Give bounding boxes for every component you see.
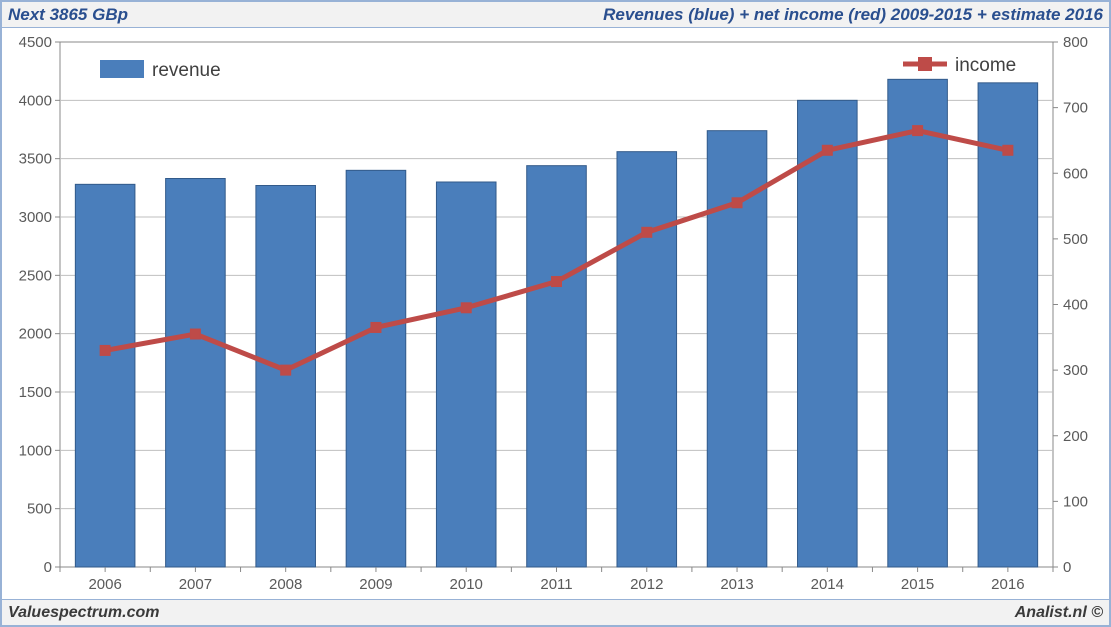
income-marker [732, 198, 742, 208]
y-left-tick-label: 2000 [19, 326, 52, 343]
revenue-bar [888, 79, 948, 567]
legend-income-label: income [955, 55, 1016, 76]
legend-revenue-label: revenue [152, 60, 221, 81]
title-right: Revenues (blue) + net income (red) 2009-… [603, 5, 1103, 25]
legend-income-marker [918, 57, 932, 71]
footer-right: Analist.nl © [1015, 604, 1103, 622]
x-tick-label: 2008 [269, 576, 302, 593]
income-marker [1003, 145, 1013, 155]
x-tick-label: 2012 [630, 576, 663, 593]
revenue-bar [256, 186, 316, 568]
revenue-bar [527, 166, 587, 567]
revenue-bar [75, 184, 135, 567]
x-tick-label: 2010 [450, 576, 483, 593]
y-right-tick-label: 400 [1063, 297, 1088, 314]
revenue-bar [798, 100, 858, 567]
y-left-tick-label: 0 [44, 559, 52, 576]
y-right-tick-label: 800 [1063, 34, 1088, 51]
x-tick-label: 2014 [811, 576, 844, 593]
y-right-tick-label: 700 [1063, 100, 1088, 117]
x-tick-label: 2011 [540, 576, 572, 593]
bars-group [75, 79, 1037, 567]
y-right-tick-label: 200 [1063, 428, 1088, 445]
income-marker [371, 322, 381, 332]
income-marker [461, 303, 471, 313]
income-marker [100, 345, 110, 355]
footer-bar: Valuespectrum.com Analist.nl © [2, 599, 1109, 625]
y-left-tick-label: 1000 [19, 442, 52, 459]
y-left-tick-label: 4000 [19, 92, 52, 109]
x-tick-label: 2016 [991, 576, 1024, 593]
revenue-bar [707, 131, 767, 567]
y-right-tick-label: 500 [1063, 231, 1088, 248]
y-left-tick-label: 3000 [19, 209, 52, 226]
x-tick-label: 2015 [901, 576, 934, 593]
revenue-bar [436, 182, 496, 567]
footer-left: Valuespectrum.com [8, 604, 159, 622]
chart-svg: 0 500 1000 1500 2000 2500 3000 3500 4000 4500 0 100… [4, 30, 1107, 597]
income-marker [913, 126, 923, 136]
y-right-tick-label: 100 [1063, 493, 1088, 510]
income-marker [281, 365, 291, 375]
x-tick-label: 2013 [720, 576, 753, 593]
income-marker [552, 277, 562, 287]
y-left-tick-label: 500 [27, 501, 52, 518]
income-marker [190, 329, 200, 339]
y-left-tick-label: 2500 [19, 267, 52, 284]
y-left-tick-label: 3500 [19, 151, 52, 168]
revenue-bar [346, 170, 406, 567]
x-tick-label: 2007 [179, 576, 212, 593]
y-right-tick-label: 600 [1063, 165, 1088, 182]
y-right-tick-label: 0 [1063, 559, 1071, 576]
y-right-tick-label: 300 [1063, 362, 1088, 379]
legend-revenue-swatch [100, 60, 144, 78]
revenue-bar [166, 179, 226, 568]
chart-card: Next 3865 GBp Revenues (blue) + net inco… [0, 0, 1111, 627]
x-tick-label: 2006 [88, 576, 121, 593]
income-marker [822, 145, 832, 155]
revenue-bar [617, 152, 677, 567]
x-tick-label: 2009 [359, 576, 392, 593]
y-left-tick-label: 1500 [19, 384, 52, 401]
income-marker [642, 227, 652, 237]
title-left: Next 3865 GBp [8, 5, 128, 25]
y-left-tick-label: 4500 [19, 34, 52, 51]
chart-area: 0 500 1000 1500 2000 2500 3000 3500 4000 4500 0 100… [4, 30, 1107, 597]
header-bar: Next 3865 GBp Revenues (blue) + net inco… [2, 2, 1109, 28]
